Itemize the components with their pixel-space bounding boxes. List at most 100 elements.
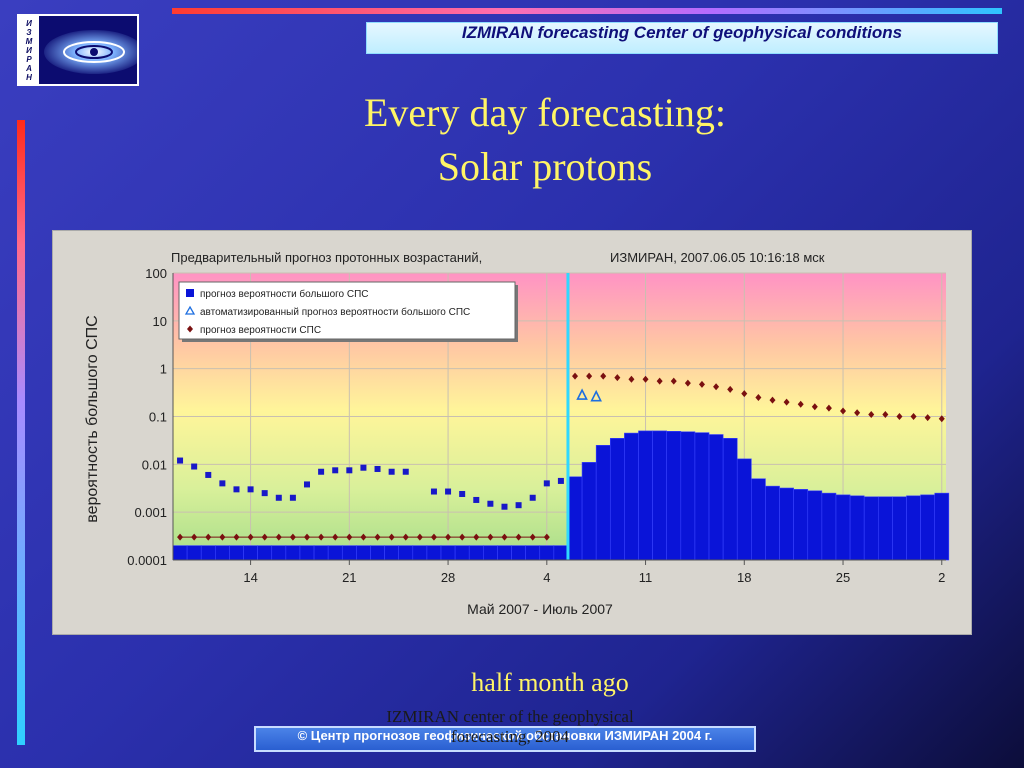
bar [356,545,371,561]
diamond-point [656,377,663,385]
diamond-point [727,385,734,393]
x-tick-label: 25 [836,570,850,585]
bar [539,545,555,561]
chart-title-right: ИЗМИРАН, 2007.06.05 10:16:18 мск [610,250,825,265]
diamond-point [614,374,621,382]
chart-legend: прогноз вероятности большого СПС автомати… [178,281,518,342]
x-tick-label: 11 [639,570,653,585]
diamond-point [755,393,762,401]
chart-title: Предварительный прогноз протонных возрас… [171,250,482,265]
overlay-note-line1: IZMIRAN center of the geophysical [386,707,634,726]
bar [483,545,498,561]
y-axis-label: вероятность большого СПС [84,315,101,522]
diamond-point [783,398,790,406]
diamond-point [642,375,649,383]
bar [215,545,230,561]
x-tick-label: 18 [737,570,751,585]
y-tick-label: 100 [145,266,167,281]
overlay-note: IZMIRAN center of the geophysical foreca… [360,707,660,747]
square-point [515,502,522,509]
slide-title: Every day forecasting: Solar protons [300,86,790,194]
diamond-point [769,396,776,404]
square-point [501,503,508,510]
logo-letter: М [25,37,33,46]
square-point [374,465,381,472]
bar [821,492,837,561]
legend-entry-label: прогноз вероятности СПС [200,325,321,336]
diamond-point [600,372,607,380]
bar [624,432,639,561]
bar [271,545,287,561]
slide-title-line1: Every day forecasting: [363,90,727,135]
diamond-point [811,403,818,411]
bar [384,545,399,561]
bar [200,545,216,561]
square-point [247,486,254,493]
y-tick-label: 0.01 [142,457,167,472]
top-accent-bar [172,8,1002,14]
square-point [346,467,353,474]
slide-caption: half month ago [471,668,629,697]
bar [426,545,442,561]
bar [440,545,456,561]
bar [934,492,950,561]
square-point [275,494,282,501]
bar [708,434,724,561]
diamond-point [910,413,917,420]
legend-triangle-swatch [184,305,196,315]
y-tick-label: 0.0001 [127,553,167,568]
bar [567,476,583,561]
bar [849,495,865,561]
diamond-point [896,413,903,420]
diamond-point [684,379,691,387]
bar [877,496,893,561]
square-point [487,500,494,507]
logo-letter: И [26,19,32,28]
y-tick-label: 0.1 [149,410,167,425]
logo-letter: Н [26,73,32,82]
x-tick-label: 2 [938,570,945,585]
overlay-note-line2: forecasting, 2004 [450,727,570,746]
bar [327,545,343,561]
legend-entry-label: прогноз вероятности большого СПС [200,288,369,300]
logo-letter: А [26,64,32,73]
square-point [388,468,395,475]
diamond-point [854,409,861,417]
bar [313,545,329,561]
diamond-point [713,383,720,391]
y-tick-label: 0.001 [134,505,167,520]
diamond-point [882,411,889,419]
bar [680,431,696,561]
bar [341,545,357,561]
y-tick-label: 1 [160,362,167,377]
bar [694,432,710,561]
diamond-point [698,380,705,388]
bar [793,489,809,561]
square-point [402,468,409,475]
square-point [304,481,311,488]
bar [412,545,428,561]
diamond-point [797,400,804,408]
bar [779,487,794,561]
triangle-point [576,388,588,400]
bar [595,444,611,561]
bar [370,545,385,561]
bar [751,478,766,561]
bar [257,545,273,561]
square-point [332,467,339,474]
bar [765,485,780,561]
x-axis-label: Май 2007 - Июль 2007 [467,601,613,617]
square-point [177,457,184,464]
x-tick-label: 14 [243,570,257,585]
triangle-point [590,389,602,402]
bar [638,430,653,561]
bar [892,496,907,561]
bar [863,496,879,561]
bar [398,545,414,561]
square-point [205,471,212,478]
bar [652,430,668,561]
bar [581,462,597,561]
bar [229,545,244,561]
